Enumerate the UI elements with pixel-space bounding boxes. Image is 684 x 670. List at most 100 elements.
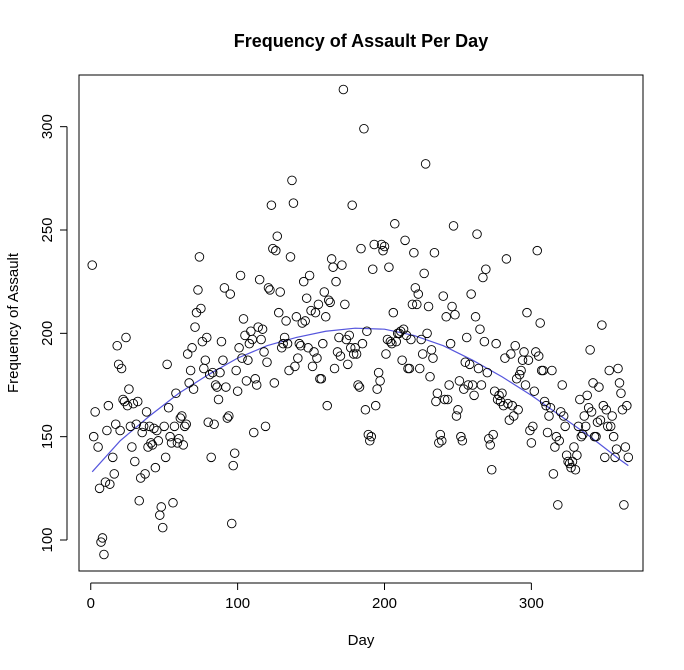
data-point bbox=[435, 429, 446, 440]
data-point bbox=[545, 402, 556, 413]
data-point bbox=[340, 299, 350, 310]
data-point bbox=[216, 336, 227, 347]
data-point bbox=[429, 247, 440, 258]
data-point bbox=[300, 316, 310, 326]
data-point bbox=[539, 396, 550, 407]
data-point bbox=[259, 347, 269, 357]
data-point bbox=[184, 378, 194, 388]
data-point bbox=[439, 394, 450, 405]
data-point bbox=[238, 314, 249, 324]
x-axis: 0 100 200 300 bbox=[87, 582, 544, 612]
data-point bbox=[447, 301, 457, 312]
data-point bbox=[251, 380, 262, 390]
data-point bbox=[140, 469, 150, 479]
data-point bbox=[580, 421, 591, 432]
data-point bbox=[350, 343, 360, 353]
data-point bbox=[473, 363, 484, 374]
data-point bbox=[357, 338, 368, 349]
data-point bbox=[603, 421, 613, 432]
data-point bbox=[445, 338, 456, 349]
data-point bbox=[365, 436, 375, 446]
data-point bbox=[519, 347, 529, 357]
data-point bbox=[410, 283, 421, 293]
data-point bbox=[432, 388, 443, 399]
data-point bbox=[611, 444, 622, 454]
data-point bbox=[503, 398, 513, 409]
data-point bbox=[472, 229, 482, 239]
data-point bbox=[218, 355, 228, 365]
data-point bbox=[257, 324, 268, 334]
data-point bbox=[464, 359, 475, 370]
data-point bbox=[407, 299, 418, 310]
data-point bbox=[569, 442, 579, 452]
fit-curve bbox=[91, 327, 629, 473]
data-point bbox=[450, 309, 460, 320]
data-point bbox=[290, 361, 300, 372]
data-point bbox=[379, 241, 390, 252]
data-point bbox=[376, 239, 387, 250]
data-point bbox=[304, 270, 315, 281]
data-point bbox=[279, 332, 290, 343]
data-point bbox=[224, 411, 234, 421]
data-point bbox=[585, 345, 595, 355]
data-point bbox=[520, 380, 531, 390]
data-point bbox=[409, 247, 419, 258]
data-point bbox=[400, 235, 410, 246]
data-point bbox=[118, 394, 128, 405]
data-point bbox=[600, 452, 610, 463]
data-point bbox=[335, 351, 346, 361]
data-point bbox=[278, 338, 288, 349]
data-point bbox=[576, 431, 587, 442]
data-point bbox=[338, 84, 349, 95]
data-point bbox=[115, 425, 125, 436]
data-point bbox=[282, 338, 293, 349]
data-point bbox=[412, 299, 422, 310]
data-point bbox=[202, 332, 212, 343]
data-point bbox=[370, 400, 381, 411]
data-point bbox=[620, 442, 631, 452]
data-point bbox=[501, 254, 512, 264]
data-point bbox=[137, 427, 147, 438]
data-point bbox=[475, 324, 485, 334]
data-point bbox=[181, 419, 191, 430]
data-point bbox=[541, 400, 551, 411]
data-point bbox=[441, 312, 451, 322]
data-point bbox=[442, 394, 453, 405]
data-point bbox=[316, 374, 327, 384]
data-point bbox=[103, 400, 114, 411]
points-layer bbox=[87, 84, 634, 560]
data-point bbox=[497, 388, 507, 399]
data-point bbox=[345, 343, 356, 353]
data-point bbox=[124, 384, 134, 394]
data-point bbox=[318, 338, 328, 349]
data-point bbox=[343, 359, 353, 370]
y-axis-label: Frequency of Assault bbox=[5, 252, 22, 393]
data-point bbox=[344, 330, 355, 341]
data-point bbox=[253, 322, 263, 332]
data-point bbox=[281, 316, 291, 326]
data-point bbox=[368, 264, 378, 275]
data-point bbox=[570, 464, 581, 475]
y-tick-label: 250 bbox=[39, 217, 56, 242]
data-point bbox=[100, 477, 111, 487]
data-point bbox=[132, 396, 143, 407]
data-point bbox=[190, 322, 200, 332]
data-point bbox=[187, 343, 197, 353]
data-point bbox=[130, 456, 140, 467]
data-point bbox=[485, 440, 496, 450]
data-point bbox=[301, 293, 312, 303]
data-point bbox=[616, 388, 626, 399]
data-point bbox=[456, 431, 466, 442]
data-point bbox=[334, 332, 344, 343]
data-point bbox=[385, 336, 396, 347]
data-point bbox=[550, 442, 560, 452]
data-point bbox=[542, 427, 553, 438]
data-point bbox=[604, 365, 614, 376]
data-point bbox=[200, 355, 211, 365]
data-point bbox=[601, 405, 612, 415]
data-point bbox=[165, 431, 175, 442]
data-point bbox=[438, 291, 449, 301]
data-point bbox=[591, 431, 601, 442]
data-point bbox=[331, 276, 341, 287]
